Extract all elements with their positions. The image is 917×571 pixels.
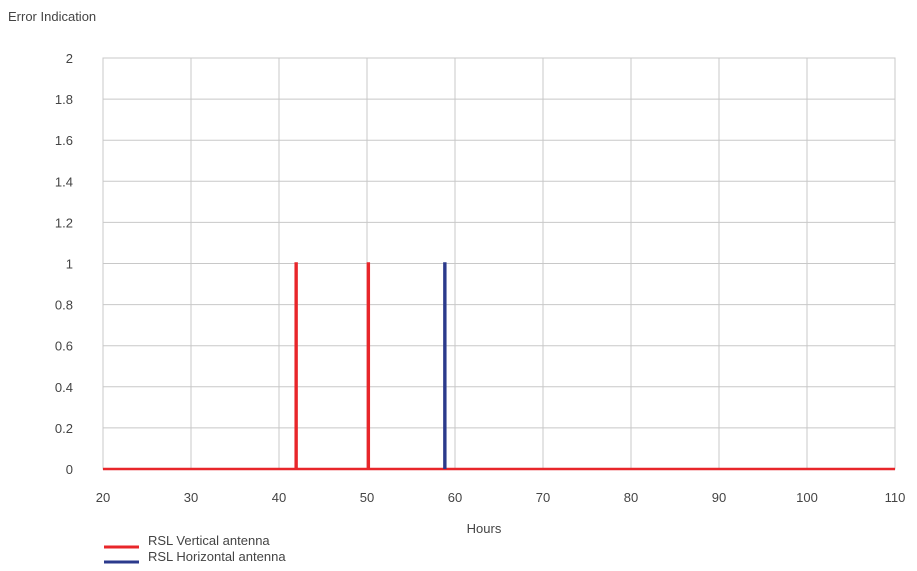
legend-label-horizontal: RSL Horizontal antenna xyxy=(148,549,286,564)
y-tick-label: 1.6 xyxy=(55,133,73,148)
y-tick-label: 2 xyxy=(66,51,73,66)
grid xyxy=(102,57,896,470)
y-tick-label: 0.2 xyxy=(55,421,73,436)
series-line-horizontal xyxy=(443,262,447,469)
y-axis-title: Error Indication xyxy=(8,9,96,24)
x-tick-label: 80 xyxy=(624,490,638,505)
y-tick-label: 0.4 xyxy=(55,380,73,395)
x-tick-label: 30 xyxy=(184,490,198,505)
series-line-vertical xyxy=(103,262,895,471)
x-tick-label: 40 xyxy=(272,490,286,505)
y-tick-label: 1.4 xyxy=(55,174,73,189)
x-tick-label: 50 xyxy=(360,490,374,505)
x-tick-label: 100 xyxy=(796,490,818,505)
y-tick-label: 0.6 xyxy=(55,339,73,354)
legend: RSL Vertical antenna RSL Horizontal ante… xyxy=(104,533,286,564)
x-tick-label: 110 xyxy=(885,490,906,505)
y-tick-label: 0 xyxy=(66,462,73,477)
x-axis-title: Hours xyxy=(467,521,502,536)
y-tick-label: 0.8 xyxy=(55,298,73,313)
y-tick-label: 1 xyxy=(66,257,73,272)
x-tick-label: 70 xyxy=(536,490,550,505)
y-tick-label: 1.2 xyxy=(55,215,73,230)
x-tick-label: 60 xyxy=(448,490,462,505)
series-layer xyxy=(103,262,895,471)
y-tick-label: 1.8 xyxy=(55,92,73,107)
x-tick-label: 20 xyxy=(96,490,110,505)
legend-label-vertical: RSL Vertical antenna xyxy=(148,533,270,548)
y-tick-labels: 0 0.2 0.4 0.6 0.8 1 1.2 1.4 1.6 1.8 2 xyxy=(55,51,73,477)
x-tick-label: 90 xyxy=(712,490,726,505)
x-tick-labels: 20 30 40 50 60 70 80 90 100 110 xyxy=(96,490,906,505)
